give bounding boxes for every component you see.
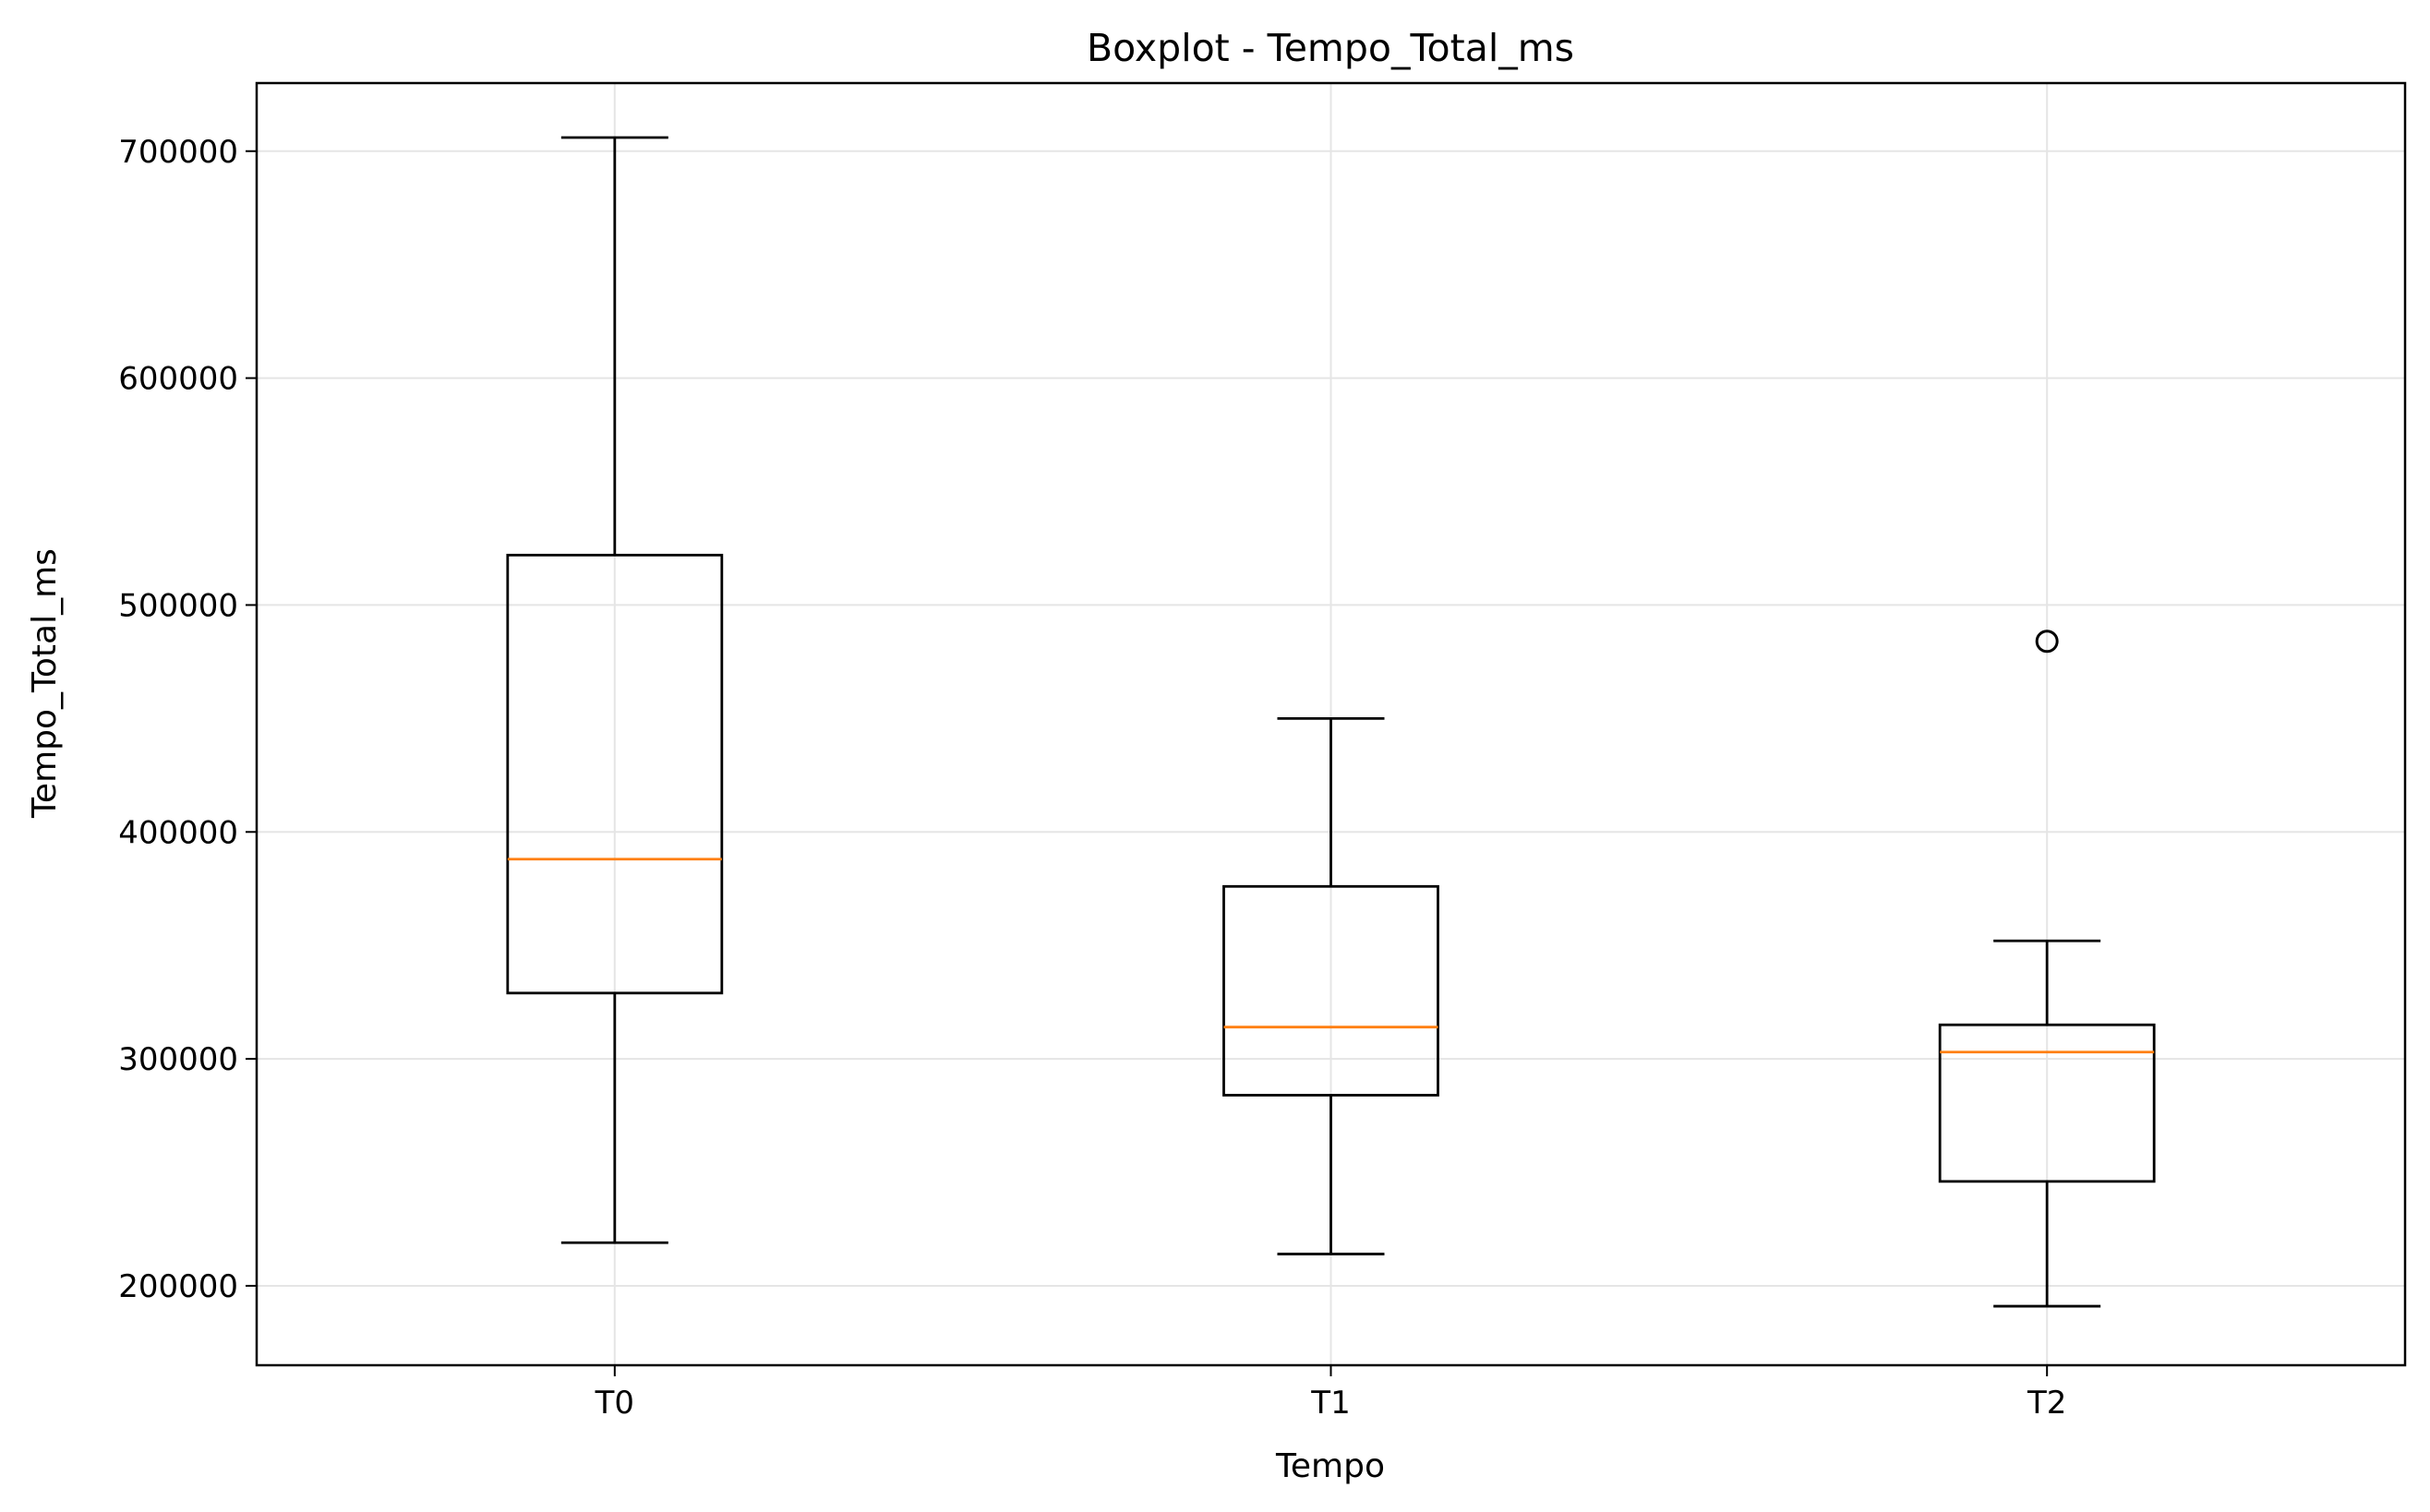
boxes: [506, 136, 2156, 1308]
box-T2: [1938, 630, 2156, 1308]
y-tick-label: 300000: [118, 1041, 238, 1078]
x-tick-label: T2: [2027, 1385, 2066, 1422]
y-tick-label: 200000: [118, 1268, 238, 1305]
axis-ticks: 200000 300000 400000 500000 600000 700000 T0 T1…: [118, 134, 2066, 1422]
iqr-box: [1938, 1023, 2156, 1183]
outlier-point: [2035, 630, 2059, 654]
y-tick-label: 500000: [118, 587, 238, 624]
iqr-box: [506, 553, 724, 995]
chart-title: Boxplot - Tempo_Total_ms: [1087, 26, 1574, 70]
x-axis-label: Tempo: [1275, 1447, 1385, 1485]
x-tick-label: T1: [1310, 1385, 1350, 1422]
y-tick-label: 600000: [118, 361, 238, 398]
box-T0: [506, 136, 724, 1244]
box-T1: [1222, 716, 1439, 1255]
y-axis-label: Tempo_Total_ms: [26, 548, 64, 819]
iqr-box: [1222, 884, 1439, 1097]
y-tick-label: 700000: [118, 134, 238, 171]
y-tick-label: 400000: [118, 814, 238, 851]
x-tick-label: T0: [595, 1385, 634, 1422]
